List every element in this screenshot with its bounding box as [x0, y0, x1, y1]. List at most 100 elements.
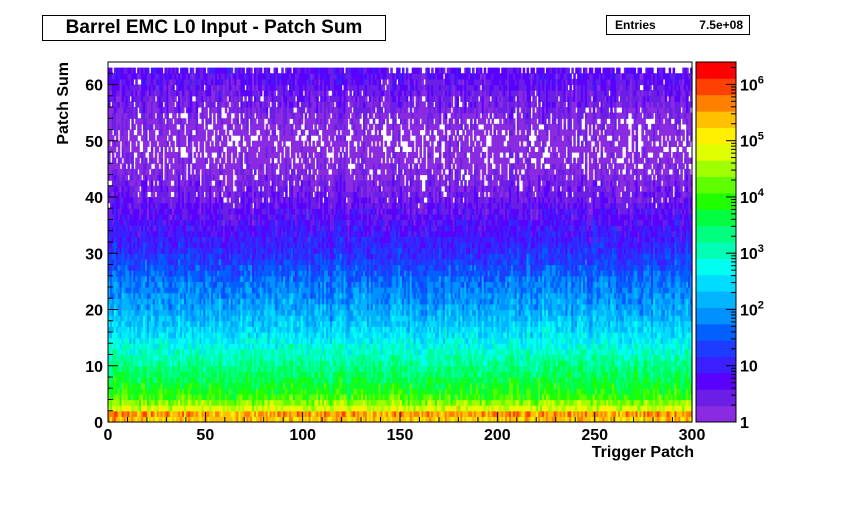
heatmap-cell [262, 169, 265, 175]
heatmap-cell [201, 141, 204, 147]
heatmap-cell [250, 203, 253, 209]
heatmap-cell [145, 180, 148, 186]
heatmap-cell [203, 135, 206, 141]
heatmap-cell [168, 191, 171, 197]
heatmap-cell [262, 163, 265, 169]
heatmap-cell [213, 113, 216, 119]
heatmap-cell [246, 124, 249, 130]
heatmap-cell [260, 68, 263, 74]
heatmap-cell [178, 152, 181, 158]
heatmap-cell [137, 146, 140, 152]
heatmap-cell [184, 175, 187, 181]
heatmap-cell [205, 107, 208, 113]
heatmap-cell [221, 163, 224, 169]
heatmap-cell [118, 152, 121, 158]
heatmap-cell [131, 158, 134, 164]
heatmap-cell [201, 191, 204, 197]
heatmap-cell [164, 158, 167, 164]
heatmap-cell [219, 113, 222, 119]
heatmap-cell [227, 197, 230, 203]
heatmap-cell [174, 96, 177, 102]
heatmap-cell [221, 186, 224, 192]
heatmap-cell [155, 180, 158, 186]
heatmap-cell [201, 152, 204, 158]
heatmap-cell [168, 180, 171, 186]
heatmap-cell [196, 113, 199, 119]
heatmap-cell [170, 158, 173, 164]
heatmap-cell [225, 141, 228, 147]
heatmap-cell [153, 130, 156, 136]
heatmap-cell [184, 169, 187, 175]
heatmap-cell [219, 107, 222, 113]
heatmap-cell [166, 141, 169, 147]
heatmap-cell [266, 197, 269, 203]
heatmap-cell [155, 152, 158, 158]
heatmap-cell [127, 96, 130, 102]
heatmap-cell [196, 141, 199, 147]
heatmap-cell [201, 124, 204, 130]
heatmap-cell [260, 186, 263, 192]
heatmap-cell [209, 152, 212, 158]
heatmap-cell [198, 169, 201, 175]
heatmap-cell [190, 152, 193, 158]
heatmap-cell [135, 135, 138, 141]
heatmap-cell [231, 203, 234, 209]
heatmap-cell [233, 158, 236, 164]
heatmap-cell [184, 163, 187, 169]
heatmap-cell [114, 158, 117, 164]
heatmap-cell [205, 158, 208, 164]
heatmap-cell [127, 146, 130, 152]
heatmap-cell [254, 169, 257, 175]
heatmap-cell [258, 135, 261, 141]
heatmap-cell [221, 197, 224, 203]
heatmap-cells [108, 68, 693, 423]
heatmap-cell [153, 96, 156, 102]
heatmap-cell [209, 135, 212, 141]
heatmap-cell [229, 118, 232, 124]
heatmap-cell [127, 118, 130, 124]
heatmap-cell [219, 135, 222, 141]
heatmap-cell [114, 146, 117, 152]
heatmap-cell [266, 107, 269, 113]
heatmap-cell [231, 169, 234, 175]
heatmap-cell [164, 135, 167, 141]
heatmap-cell [182, 130, 185, 136]
heatmap-cell [229, 158, 232, 164]
heatmap-cell [229, 152, 232, 158]
heatmap-cell [196, 107, 199, 113]
heatmap-cell [240, 141, 243, 147]
heatmap-cell [127, 124, 130, 130]
heatmap-cell [203, 68, 206, 74]
heatmap-cell [145, 158, 148, 164]
heatmap-cell [225, 96, 228, 102]
heatmap-cell [211, 130, 214, 136]
heatmap-cell [203, 163, 206, 169]
heatmap-cell [153, 113, 156, 119]
heatmap-cell [231, 68, 234, 74]
heatmap-cell [252, 175, 255, 181]
heatmap-cell [235, 146, 238, 152]
heatmap-cell [190, 130, 193, 136]
heatmap-cell [198, 175, 201, 181]
heatmap-cell [178, 113, 181, 119]
heatmap-cell [131, 79, 134, 85]
heatmap-cell [223, 158, 226, 164]
heatmap-cell [112, 152, 115, 158]
heatmap-cell [215, 163, 218, 169]
heatmap-cell [223, 152, 226, 158]
heatmap-cell [137, 141, 140, 147]
heatmap-cell [190, 146, 193, 152]
heatmap-cell [266, 135, 269, 141]
heatmap-cell [182, 107, 185, 113]
heatmap-cell [135, 79, 138, 85]
heatmap-cell [145, 146, 148, 152]
heatmap-cell [236, 101, 239, 107]
heatmap-cell [223, 180, 226, 186]
heatmap-cell [225, 135, 228, 141]
heatmap-cell [139, 124, 142, 130]
heatmap-cell [217, 175, 220, 181]
heatmap-cell [201, 146, 204, 152]
heatmap-cell [127, 163, 130, 169]
heatmap-cell [126, 175, 129, 181]
